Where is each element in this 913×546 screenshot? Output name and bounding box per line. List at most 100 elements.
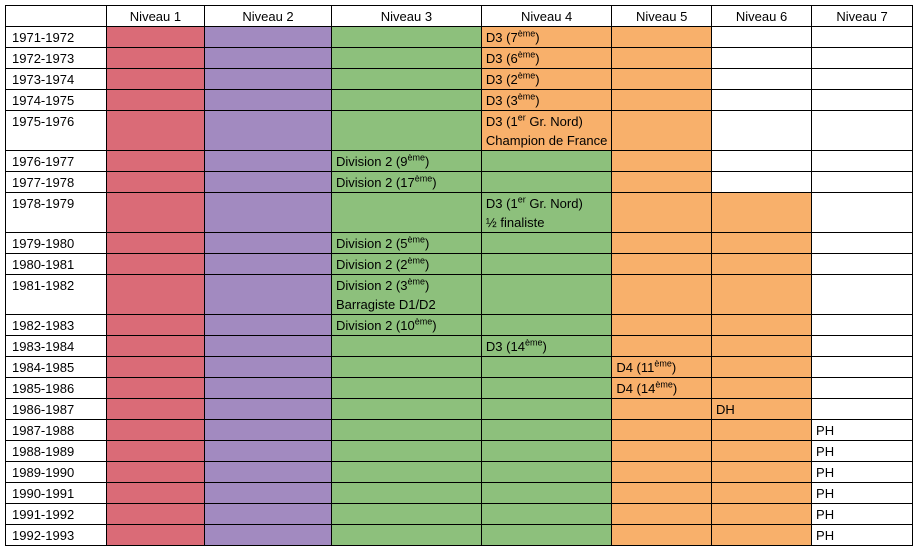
level-cell-niveau-5 <box>611 335 713 357</box>
header-cell-niveau-2: Niveau 2 <box>204 5 332 27</box>
result-text-end: ) <box>535 30 540 45</box>
level-cell-niveau-5 <box>611 503 713 525</box>
result-text: D3 (3 <box>485 93 518 108</box>
result-text-end: ) <box>425 257 430 272</box>
season-cell: 1979-1980 <box>5 232 107 254</box>
level-cell-niveau-2 <box>204 524 332 546</box>
level-cell-niveau-2 <box>204 110 332 151</box>
level-cell-niveau-2 <box>204 461 332 483</box>
result-line: Division 2 (3ème) <box>336 276 477 295</box>
level-cell-niveau-4: D3 (1er Gr. Nord) Champion de France <box>480 110 613 151</box>
level-cell-niveau-7 <box>811 314 913 336</box>
table-row: 1985-1986 D4 (14ème) <box>5 377 913 399</box>
result-text-end: ) <box>432 318 437 333</box>
level-cell-niveau-6 <box>711 274 813 315</box>
level-cell-niveau-7 <box>811 377 913 399</box>
level-cell-niveau-3: Division 2 (10ème) <box>330 314 482 336</box>
level-cell-niveau-7 <box>811 398 913 420</box>
result-text: D3 (1 <box>485 196 518 211</box>
level-cell-niveau-1 <box>105 192 206 233</box>
table-row: 1987-1988 PH <box>5 419 913 441</box>
result-text-end: Gr. Nord) <box>525 114 583 129</box>
level-cell-niveau-2 <box>204 377 332 399</box>
result-text-end: ) <box>432 175 437 190</box>
level-cell-niveau-1 <box>105 461 206 483</box>
level-cell-niveau-6 <box>711 171 813 193</box>
level-cell-niveau-2 <box>204 398 332 420</box>
level-cell-niveau-3 <box>330 335 482 357</box>
table-row: 1973-1974 D3 (2ème) <box>5 68 913 90</box>
level-cell-niveau-5 <box>611 110 713 151</box>
level-cell-niveau-6 <box>711 110 813 151</box>
rank-suffix: ème <box>517 70 536 81</box>
level-cell-niveau-1 <box>105 89 206 111</box>
result-line: PH <box>816 421 908 440</box>
result-line: Division 2 (2ème) <box>336 255 477 274</box>
season-cell: 1991-1992 <box>5 503 107 525</box>
level-cell-niveau-2 <box>204 89 332 111</box>
result-text-end: ) <box>425 278 430 293</box>
result-text: Champion de France <box>485 133 608 148</box>
level-cell-niveau-6 <box>711 232 813 254</box>
level-cell-niveau-7: PH <box>811 524 913 546</box>
result-text: DH <box>716 402 735 417</box>
level-cell-niveau-3 <box>330 440 482 462</box>
table-body: 1971-1972 D3 (7ème) 1972-1973 D3 (6ème) 1973… <box>5 26 913 546</box>
level-cell-niveau-2 <box>204 150 332 172</box>
level-cell-niveau-3 <box>330 524 482 546</box>
level-cell-niveau-5 <box>611 274 713 315</box>
result-line: D3 (2ème) <box>486 70 607 89</box>
season-cell: 1980-1981 <box>5 253 107 275</box>
table-row: 1975-1976 D3 (1er Gr. Nord) Champion de Fr… <box>5 110 913 151</box>
level-cell-niveau-7: PH <box>811 440 913 462</box>
season-cell: 1974-1975 <box>5 89 107 111</box>
rank-suffix: ème <box>524 337 543 348</box>
rank-suffix: ème <box>414 316 433 327</box>
season-cell: 1978-1979 <box>5 192 107 233</box>
result-text: D3 (1 <box>485 114 518 129</box>
result-line: PH <box>816 463 908 482</box>
level-cell-niveau-6 <box>711 356 813 378</box>
level-cell-niveau-7 <box>811 274 913 315</box>
level-cell-niveau-1 <box>105 440 206 462</box>
season-cell: 1990-1991 <box>5 482 107 504</box>
level-cell-niveau-7 <box>811 47 913 69</box>
level-cell-niveau-7 <box>811 68 913 90</box>
level-cell-niveau-7 <box>811 253 913 275</box>
level-cell-niveau-5 <box>611 461 713 483</box>
level-cell-niveau-3: Division 2 (5ème) <box>330 232 482 254</box>
level-cell-niveau-1 <box>105 356 206 378</box>
rank-suffix: ème <box>407 255 426 266</box>
level-cell-niveau-7: PH <box>811 482 913 504</box>
result-text: D3 (14 <box>485 339 525 354</box>
level-cell-niveau-1 <box>105 335 206 357</box>
season-cell: 1972-1973 <box>5 47 107 69</box>
table-row: 1971-1972 D3 (7ème) <box>5 26 913 48</box>
level-cell-niveau-6 <box>711 461 813 483</box>
table-row: 1988-1989 PH <box>5 440 913 462</box>
result-line: PH <box>816 484 908 503</box>
season-cell: 1987-1988 <box>5 419 107 441</box>
header-cell-niveau-7: Niveau 7 <box>811 5 913 27</box>
level-cell-niveau-4 <box>480 232 613 254</box>
result-line: D3 (7ème) <box>486 28 607 47</box>
season-cell: 1973-1974 <box>5 68 107 90</box>
header-cell-niveau-6: Niveau 6 <box>711 5 813 27</box>
table-row: 1984-1985 D4 (11ème) <box>5 356 913 378</box>
level-cell-niveau-7 <box>811 356 913 378</box>
level-cell-niveau-1 <box>105 47 206 69</box>
level-cell-niveau-6 <box>711 440 813 462</box>
result-text-end: ) <box>425 236 430 251</box>
result-line: Division 2 (5ème) <box>336 234 477 253</box>
level-cell-niveau-7: PH <box>811 503 913 525</box>
level-cell-niveau-1 <box>105 419 206 441</box>
level-cell-niveau-1 <box>105 150 206 172</box>
level-cell-niveau-5 <box>611 150 713 172</box>
level-cell-niveau-6 <box>711 150 813 172</box>
level-cell-niveau-4 <box>480 440 613 462</box>
level-cell-niveau-6 <box>711 524 813 546</box>
level-cell-niveau-5: D4 (14ème) <box>611 377 713 399</box>
result-text: D3 (2 <box>485 72 518 87</box>
level-cell-niveau-3: Division 2 (9ème) <box>330 150 482 172</box>
level-cell-niveau-3: Division 2 (3ème) Barragiste D1/D2 <box>330 274 482 315</box>
